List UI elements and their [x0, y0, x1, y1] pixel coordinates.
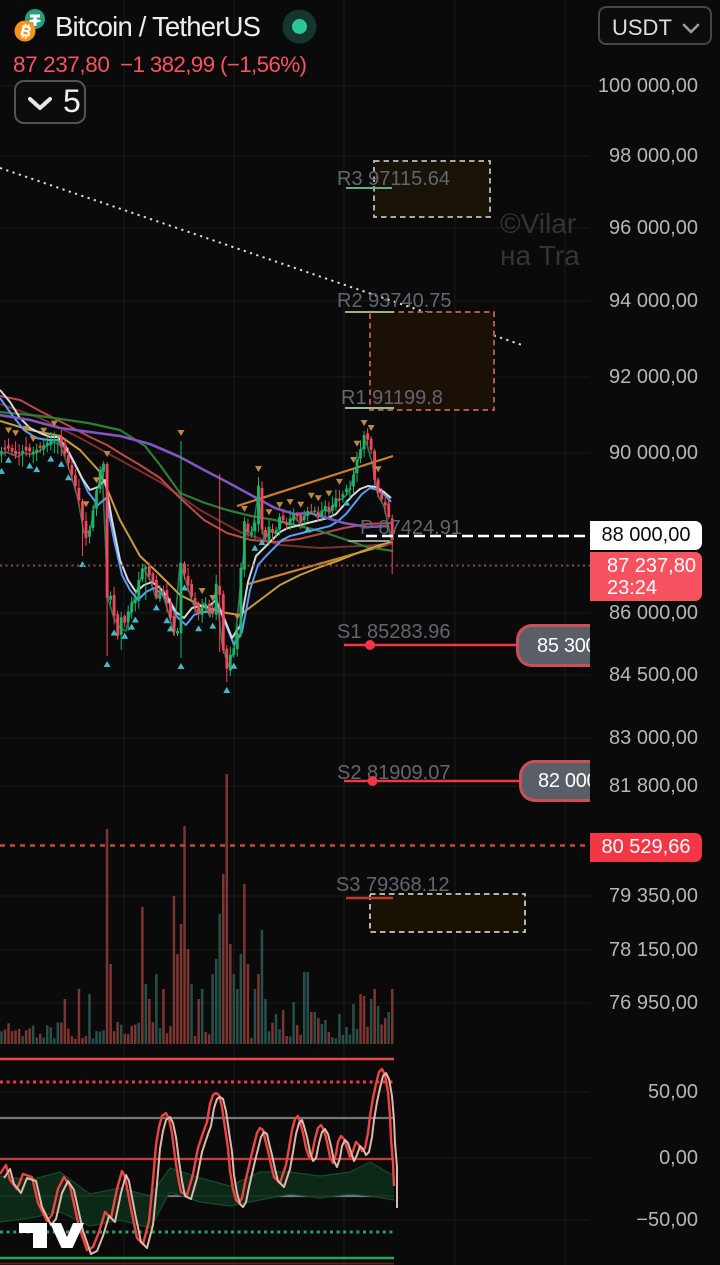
svg-text:R1 91199.8: R1 91199.8: [341, 387, 443, 409]
svg-text:на Tra: на Tra: [500, 240, 580, 271]
svg-text:R3 97115.64: R3 97115.64: [337, 168, 450, 190]
svg-text:P 87424.91: P 87424.91: [360, 517, 462, 539]
svg-text:©Vilar: ©Vilar: [500, 208, 576, 239]
svg-text:S3 79368.12: S3 79368.12: [336, 874, 449, 896]
svg-text:S2 81909.07: S2 81909.07: [337, 762, 450, 784]
svg-text:S1 85283.96: S1 85283.96: [337, 621, 450, 643]
svg-text:R2 93740.75: R2 93740.75: [337, 290, 452, 312]
